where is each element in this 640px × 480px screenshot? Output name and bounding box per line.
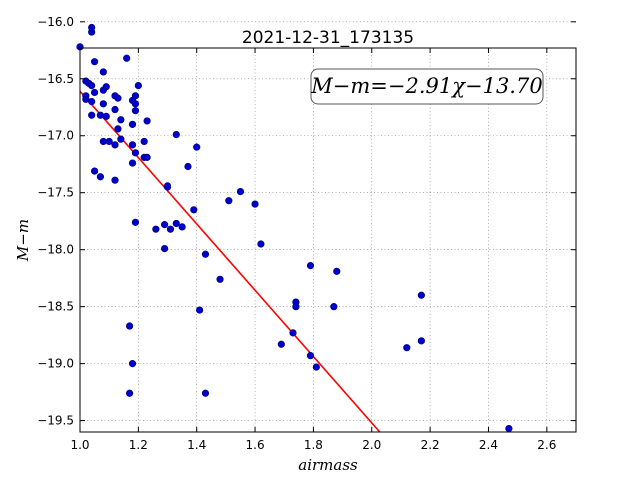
fit-equation-box: M−m=−2.91χ−13.70 — [310, 68, 544, 105]
y-tick-label: −19.5 — [37, 414, 74, 428]
data-point — [99, 68, 107, 76]
chart-title: 2021-12-31_173135 — [242, 28, 414, 48]
data-point — [99, 100, 107, 108]
fit-equation: M−m=−2.91χ−13.70 — [310, 74, 542, 98]
data-point — [128, 159, 137, 167]
plot-frame — [79, 47, 577, 433]
data-point — [201, 389, 210, 397]
plot-area — [80, 48, 576, 432]
y-tick-label: −18.5 — [37, 300, 74, 314]
y-tick-labels: −16.0 −16.5 −17.0 −17.5 −18.0 −18.5 −19.0 −19.5 — [37, 15, 74, 428]
data-point — [190, 206, 198, 214]
x-tick-label: 2.2 — [421, 438, 440, 452]
data-point — [196, 306, 204, 314]
data-point — [102, 112, 110, 120]
data-point — [88, 28, 96, 36]
data-point — [417, 291, 425, 299]
data-point — [505, 424, 513, 433]
data-point — [96, 173, 105, 181]
data-point — [114, 125, 122, 133]
data-point — [140, 137, 148, 146]
x-axis-label: airmass — [298, 456, 358, 474]
y-tick-label: −17.5 — [37, 186, 74, 200]
data-point — [126, 389, 134, 397]
fit-line-group — [79, 90, 381, 433]
data-point — [277, 340, 285, 348]
data-point — [114, 94, 122, 102]
data-point — [333, 267, 341, 275]
data-point — [178, 223, 186, 231]
data-point — [306, 262, 315, 270]
x-tick-labels: 1.0 1.2 1.4 1.6 1.8 2.0 2.2 2.4 2.6 — [70, 438, 556, 452]
data-point — [216, 275, 224, 283]
data-point — [90, 88, 99, 97]
data-point — [330, 303, 338, 311]
data-point — [111, 141, 119, 149]
x-tick-label: 1.2 — [129, 438, 148, 452]
data-point — [257, 240, 265, 248]
data-point — [126, 322, 134, 330]
data-point — [312, 363, 320, 371]
data-point — [131, 107, 140, 115]
data-point — [292, 303, 300, 311]
data-point — [131, 92, 140, 100]
data-point — [117, 135, 125, 143]
data-point — [105, 137, 113, 146]
data-point — [128, 141, 137, 149]
data-point — [172, 219, 180, 228]
x-tick-label: 2.0 — [362, 438, 381, 452]
ticks — [79, 21, 576, 432]
data-point — [152, 225, 160, 233]
data-point — [201, 250, 210, 258]
x-tick-label: 1.4 — [187, 438, 206, 452]
y-tick-label: −19.0 — [37, 357, 74, 371]
data-point — [88, 111, 96, 119]
data-point — [117, 116, 125, 124]
y-tick-label: −16.0 — [37, 15, 74, 29]
data-points — [76, 23, 513, 433]
data-point — [88, 82, 96, 90]
x-tick-label: 2.4 — [479, 438, 498, 452]
data-point — [289, 329, 297, 337]
fit-line — [79, 90, 381, 433]
x-tick-label: 1.8 — [304, 438, 323, 452]
data-point — [172, 130, 180, 139]
data-point — [193, 143, 201, 151]
data-point — [88, 97, 96, 106]
x-tick-label: 2.6 — [537, 438, 556, 452]
data-point — [161, 244, 169, 253]
data-point — [128, 120, 137, 128]
data-point — [131, 100, 140, 108]
data-point — [251, 200, 259, 208]
y-axis-label: M−m — [14, 219, 32, 262]
data-point — [225, 197, 233, 205]
data-point — [99, 86, 107, 94]
data-point — [90, 58, 99, 66]
data-point — [96, 111, 105, 119]
data-point — [163, 183, 172, 191]
y-tick-label: −18.0 — [37, 243, 74, 257]
data-point — [306, 352, 315, 360]
data-point — [161, 221, 169, 229]
data-point — [111, 105, 119, 114]
data-point — [236, 187, 245, 196]
data-point — [417, 337, 425, 345]
data-point — [143, 153, 151, 161]
x-tick-label: 1.0 — [70, 438, 89, 452]
y-tick-label: −17.0 — [37, 129, 74, 143]
data-point — [131, 149, 140, 157]
data-point — [403, 344, 411, 352]
data-point — [166, 225, 175, 233]
data-point — [128, 360, 137, 368]
data-point — [90, 167, 99, 175]
data-point — [123, 54, 131, 62]
x-tick-label: 1.6 — [246, 438, 265, 452]
data-point — [111, 176, 119, 184]
data-point — [143, 117, 151, 125]
data-point — [134, 82, 142, 90]
data-point — [184, 162, 192, 171]
y-tick-label: −16.5 — [37, 72, 74, 86]
data-point — [131, 218, 140, 226]
